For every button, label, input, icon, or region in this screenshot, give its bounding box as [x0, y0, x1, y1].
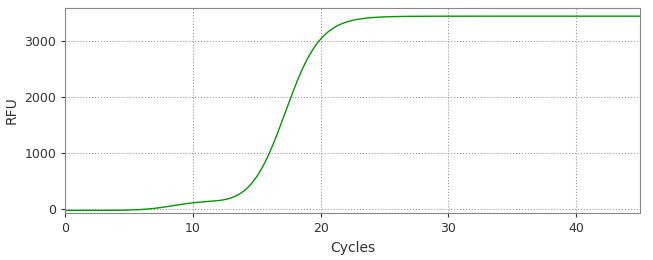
Y-axis label: RFU: RFU [5, 97, 19, 124]
X-axis label: Cycles: Cycles [330, 241, 375, 255]
